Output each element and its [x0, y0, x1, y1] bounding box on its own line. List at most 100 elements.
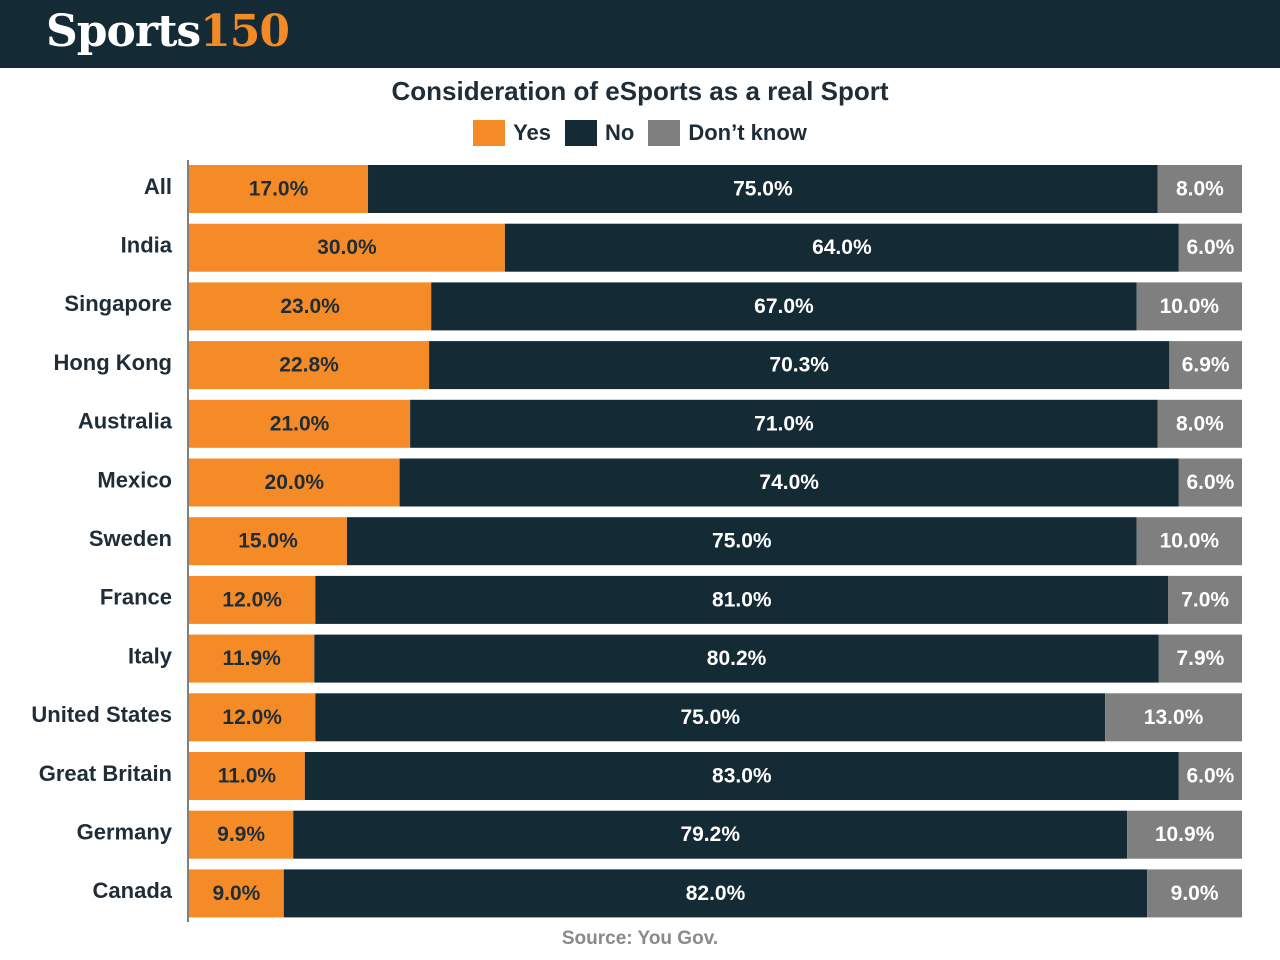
data-label-don-t-know-all: 8.0% — [1176, 178, 1224, 201]
data-label-don-t-know-canada: 9.0% — [1171, 882, 1219, 905]
category-label-united-states: United States — [31, 702, 172, 727]
bar-don-t-know-italy — [1158, 634, 1242, 683]
brand-logo-number: 150 — [200, 6, 290, 57]
data-label-don-t-know-great-britain: 6.0% — [1186, 765, 1234, 788]
data-label-no-mexico: 74.0% — [759, 471, 819, 494]
data-label-no-italy: 80.2% — [707, 647, 767, 670]
category-label-hong-kong: Hong Kong — [53, 350, 172, 375]
category-label-italy: Italy — [128, 643, 173, 668]
data-label-yes-canada: 9.0% — [212, 882, 260, 905]
bar-yes-germany — [189, 810, 294, 859]
bar-yes-all — [189, 165, 369, 213]
data-label-yes-australia: 21.0% — [270, 412, 330, 435]
bar-yes-singapore — [189, 282, 432, 331]
data-label-don-t-know-germany: 10.9% — [1155, 823, 1215, 846]
bar-yes-sweden — [189, 517, 347, 566]
data-label-don-t-know-hong-kong: 6.9% — [1182, 354, 1230, 377]
legend-swatch-dont-know — [648, 120, 681, 146]
legend-label-yes: Yes — [513, 120, 552, 145]
category-label-germany: Germany — [77, 820, 173, 845]
bar-no-france — [315, 575, 1169, 624]
brand-logo-word: Sports — [46, 6, 201, 57]
bar-no-germany — [293, 810, 1128, 859]
bar-no-australia — [410, 399, 1158, 448]
data-label-no-all: 75.0% — [733, 178, 793, 201]
bar-yes-canada — [189, 869, 284, 918]
bar-no-singapore — [431, 282, 1137, 331]
bar-no-mexico — [399, 458, 1179, 507]
bar-yes-united-states — [189, 693, 316, 742]
data-label-no-germany: 79.2% — [680, 823, 740, 846]
legend-label-dont-know: Don’t know — [688, 120, 807, 145]
legend-swatch-no — [565, 120, 598, 146]
data-label-don-t-know-france: 7.0% — [1181, 588, 1229, 611]
chart-title: Consideration of eSports as a real Sport — [391, 76, 889, 106]
bar-no-italy — [314, 634, 1159, 683]
data-label-yes-singapore: 23.0% — [280, 295, 340, 318]
legend-item-yes: Yes — [473, 120, 551, 146]
data-label-don-t-know-india: 6.0% — [1186, 236, 1234, 259]
category-label-australia: Australia — [78, 409, 173, 434]
data-label-no-great-britain: 83.0% — [712, 765, 772, 788]
bar-yes-hong-kong — [189, 341, 430, 390]
category-label-great-britain: Great Britain — [39, 761, 172, 786]
bar-don-t-know-australia — [1157, 399, 1242, 448]
data-label-yes-hong-kong: 22.8% — [279, 354, 339, 377]
category-label-sweden: Sweden — [89, 526, 172, 551]
category-label-canada: Canada — [93, 878, 173, 903]
data-label-no-singapore: 67.0% — [754, 295, 814, 318]
chart-source: Source: You Gov. — [561, 928, 719, 949]
bar-yes-great-britain — [189, 752, 305, 800]
bar-don-t-know-mexico — [1178, 458, 1242, 507]
bar-don-t-know-germany — [1127, 810, 1242, 859]
category-label-france: France — [100, 585, 172, 610]
bar-no-canada — [283, 869, 1148, 918]
bar-yes-australia — [189, 399, 411, 448]
bar-don-t-know-canada — [1147, 869, 1242, 918]
data-label-no-hong-kong: 70.3% — [769, 354, 829, 377]
data-label-don-t-know-sweden: 10.0% — [1160, 530, 1220, 553]
data-label-yes-france: 12.0% — [222, 588, 282, 611]
bar-don-t-know-great-britain — [1178, 752, 1242, 800]
bar-don-t-know-sweden — [1136, 517, 1242, 566]
chart-legend: Yes No Don’t know — [0, 120, 1280, 146]
data-label-yes-italy: 11.9% — [222, 647, 281, 670]
data-label-no-australia: 71.0% — [754, 412, 814, 435]
data-label-don-t-know-italy: 7.9% — [1176, 647, 1224, 670]
data-label-no-india: 64.0% — [812, 236, 872, 259]
legend-item-dont-know: Don’t know — [648, 120, 807, 146]
bar-yes-italy — [189, 634, 315, 683]
category-label-all: All — [144, 174, 172, 199]
data-label-don-t-know-united-states: 13.0% — [1144, 706, 1204, 729]
data-label-yes-united-states: 12.0% — [222, 706, 282, 729]
category-label-india: India — [121, 233, 173, 258]
bar-don-t-know-singapore — [1136, 282, 1242, 331]
data-label-no-canada: 82.0% — [686, 882, 746, 905]
bar-yes-india — [189, 223, 505, 272]
data-label-don-t-know-singapore: 10.0% — [1160, 295, 1220, 318]
data-label-yes-germany: 9.9% — [217, 823, 265, 846]
data-label-don-t-know-australia: 8.0% — [1176, 412, 1224, 435]
data-label-yes-great-britain: 11.0% — [218, 765, 277, 788]
legend-swatch-yes — [473, 120, 506, 146]
bar-no-hong-kong — [429, 341, 1170, 390]
data-label-yes-mexico: 20.0% — [265, 471, 325, 494]
bar-no-sweden — [346, 517, 1137, 566]
brand-logo[interactable]: Sports150 — [46, 4, 290, 60]
legend-item-no: No — [565, 120, 634, 146]
data-label-no-sweden: 75.0% — [712, 530, 772, 553]
category-label-singapore: Singapore — [64, 291, 172, 316]
data-label-don-t-know-mexico: 6.0% — [1186, 471, 1234, 494]
bar-no-india — [504, 223, 1179, 272]
bar-don-t-know-all — [1157, 165, 1242, 213]
brand-header: Sports150 — [0, 0, 1280, 68]
bar-don-t-know-hong-kong — [1169, 341, 1242, 390]
data-label-no-united-states: 75.0% — [680, 706, 740, 729]
category-label-mexico: Mexico — [97, 467, 172, 492]
bar-don-t-know-united-states — [1105, 693, 1242, 742]
bar-no-all — [368, 165, 1158, 213]
bar-don-t-know-france — [1168, 575, 1242, 624]
bar-yes-mexico — [189, 458, 400, 507]
bar-no-great-britain — [304, 752, 1179, 800]
